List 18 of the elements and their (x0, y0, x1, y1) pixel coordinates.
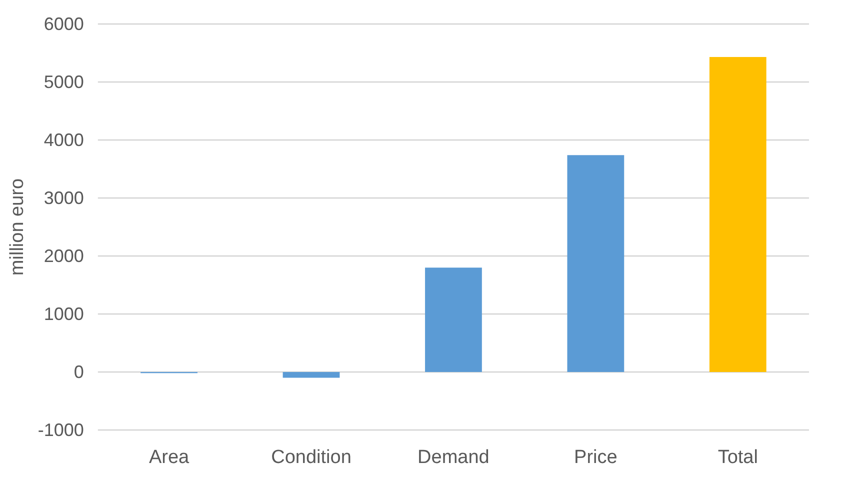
y-tick-label: 0 (74, 362, 84, 382)
y-tick-label: 3000 (44, 188, 84, 208)
bar (567, 155, 624, 372)
x-tick-label: Price (574, 447, 618, 468)
bar (709, 57, 766, 372)
y-tick-label: 2000 (44, 246, 84, 266)
bar (282, 372, 340, 378)
y-axis-title: million euro (7, 178, 28, 276)
y-tick-label: 4000 (44, 130, 84, 150)
x-tick-label: Total (718, 447, 758, 468)
x-tick-label: Area (148, 447, 190, 468)
y-tick-label: 5000 (44, 72, 84, 92)
y-tick-label: -1000 (38, 420, 84, 440)
y-tick-label: 1000 (44, 304, 84, 324)
bar (425, 268, 482, 372)
x-tick-label: Demand (418, 447, 490, 468)
y-tick-label: 6000 (44, 14, 84, 34)
x-tick-label: Condition (271, 447, 352, 468)
